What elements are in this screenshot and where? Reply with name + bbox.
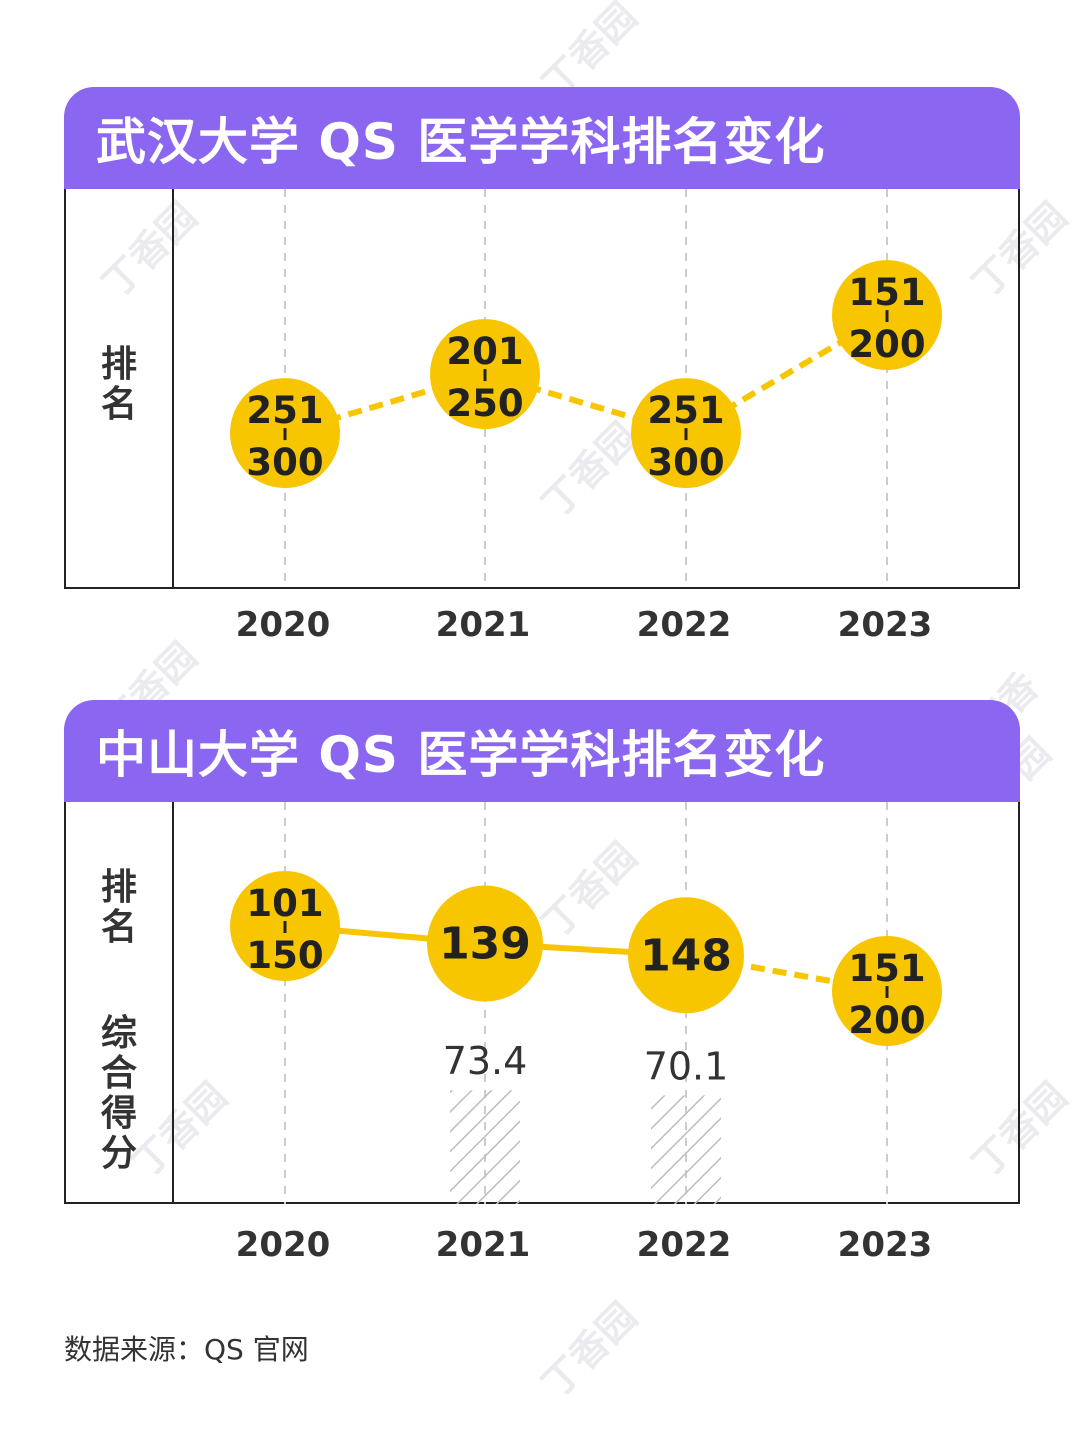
rank-label: 139 — [439, 919, 531, 970]
x-axis-years-wuhan: 2020 2021 2022 2023 — [64, 605, 1020, 645]
x-tick-label: 2022 — [636, 605, 732, 645]
score-value-label: 70.1 — [644, 1044, 729, 1088]
y-axis-label-score: 综合得分 — [66, 1014, 172, 1174]
y-axis-label-rank: 排名 — [66, 868, 172, 948]
rank-label: 148 — [640, 930, 732, 981]
chart-area-zhongshan: 排名 综合得分 73.4 70.1 101 150 139 148 151 200 — [64, 802, 1020, 1204]
x-tick-label: 2022 — [636, 1225, 732, 1265]
rank-bubble — [427, 885, 543, 1002]
y-axis-label-rank: 排名 — [66, 345, 172, 425]
rank-label-upper: 151 — [848, 947, 925, 990]
x-tick-label: 2023 — [837, 1225, 933, 1265]
chart-plot-zhongshan: 73.4 70.1 101 150 139 148 151 200 — [230, 802, 942, 1204]
rank-bubble — [628, 897, 744, 1014]
rank-label-upper: 251 — [246, 389, 323, 432]
chart-panel-wuhan: 武汉大学 QS 医学学科排名变化 排名 251 300 201 250 251 300 15… — [64, 87, 1020, 647]
rank-label-lower: 150 — [246, 934, 323, 977]
rank-label-lower: 200 — [848, 999, 925, 1042]
series-line-segment — [684, 312, 889, 436]
rank-label-upper: 201 — [446, 330, 523, 373]
rank-label-lower: 300 — [647, 441, 724, 484]
y-axis-label-text: 排名 — [100, 344, 137, 425]
x-tick-label: 2020 — [235, 605, 331, 645]
x-tick-label: 2023 — [837, 605, 933, 645]
y-axis-label-text: 综合得分 — [100, 1013, 137, 1174]
data-source-note: 数据来源：QS 官网 — [64, 1333, 309, 1366]
score-bar — [651, 1095, 721, 1204]
panel-title-wuhan: 武汉大学 QS 医学学科排名变化 — [64, 87, 1020, 189]
chart-panel-zhongshan: 中山大学 QS 医学学科排名变化 排名 综合得分 73.4 70.1 101 150 1… — [64, 700, 1020, 1270]
x-tick-label: 2021 — [435, 605, 531, 645]
watermark-text: 丁香园 — [533, 1294, 646, 1406]
x-tick-label: 2020 — [235, 1225, 331, 1265]
chart-area-wuhan: 排名 251 300 201 250 251 300 151 200 — [64, 189, 1020, 589]
y-axis-label-text: 排名 — [100, 867, 137, 948]
score-bar — [450, 1090, 520, 1204]
rank-label-upper: 101 — [246, 882, 323, 925]
rank-label-lower: 250 — [446, 382, 523, 425]
rank-label-lower: 300 — [246, 441, 323, 484]
rank-label-upper: 151 — [848, 271, 925, 314]
chart-plot-wuhan: 251 300 201 250 251 300 151 200 — [230, 189, 942, 589]
score-value-label: 73.4 — [443, 1039, 528, 1083]
y-axis-label-column: 排名 综合得分 — [66, 802, 174, 1202]
x-axis-years-zhongshan: 2020 2021 2022 2023 — [64, 1225, 1020, 1265]
x-tick-label: 2021 — [435, 1225, 531, 1265]
y-axis-label-column: 排名 — [66, 189, 174, 587]
rank-label-upper: 251 — [647, 389, 724, 432]
panel-title-zhongshan: 中山大学 QS 医学学科排名变化 — [64, 700, 1020, 802]
rank-label-lower: 200 — [848, 323, 925, 366]
